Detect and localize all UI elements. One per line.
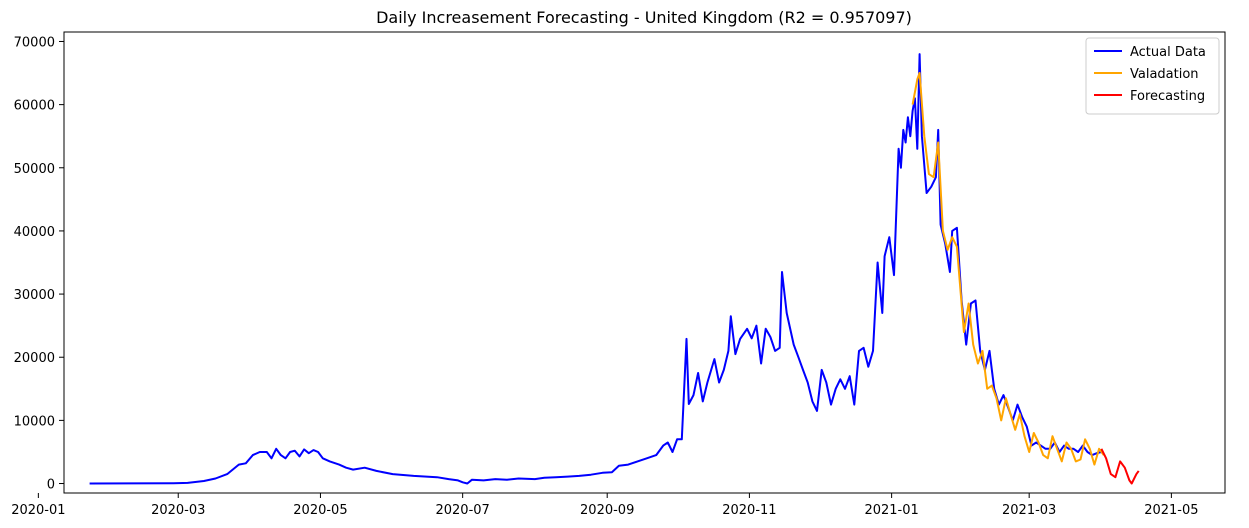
x-tick-label: 2020-11 [722,503,776,518]
y-tick-label: 0 [47,478,55,493]
series-layer [89,53,1140,485]
y-tick-label: 70000 [14,35,55,50]
x-axis: 2020-01 2020-03 2020-05 2020-07 2020-09 2020-… [11,493,1199,518]
y-tick-label: 20000 [14,351,55,366]
x-tick-label: 2020-05 [293,503,347,518]
x-tick-label: 2021-03 [1002,503,1056,518]
plot-frame [63,31,1226,494]
x-tick-label: 2020-01 [11,503,65,518]
legend-label: Valadation [1130,67,1199,82]
y-tick-label: 60000 [14,99,55,114]
series-line-valadation [911,72,1105,466]
legend-label: Actual Data [1130,45,1206,60]
chart-title: Daily Increasement Forecasting - United … [376,8,912,27]
series-line-actual-data [89,53,1102,485]
y-tick-label: 30000 [14,288,55,303]
x-tick-label: 2020-07 [435,503,489,518]
series-line-forecasting [1100,448,1140,485]
y-tick-label: 10000 [14,414,55,429]
x-tick-label: 2021-01 [864,503,918,518]
x-tick-label: 2020-03 [151,503,205,518]
y-tick-label: 50000 [14,162,55,177]
x-tick-label: 2020-09 [580,503,634,518]
legend-label: Forecasting [1130,89,1205,104]
y-axis: 0 10000 20000 30000 40000 50000 60000 70000 [14,35,64,493]
legend: Actual Data Valadation Forecasting [1085,37,1220,115]
y-tick-label: 40000 [14,225,55,240]
x-tick-label: 2021-05 [1144,503,1198,518]
